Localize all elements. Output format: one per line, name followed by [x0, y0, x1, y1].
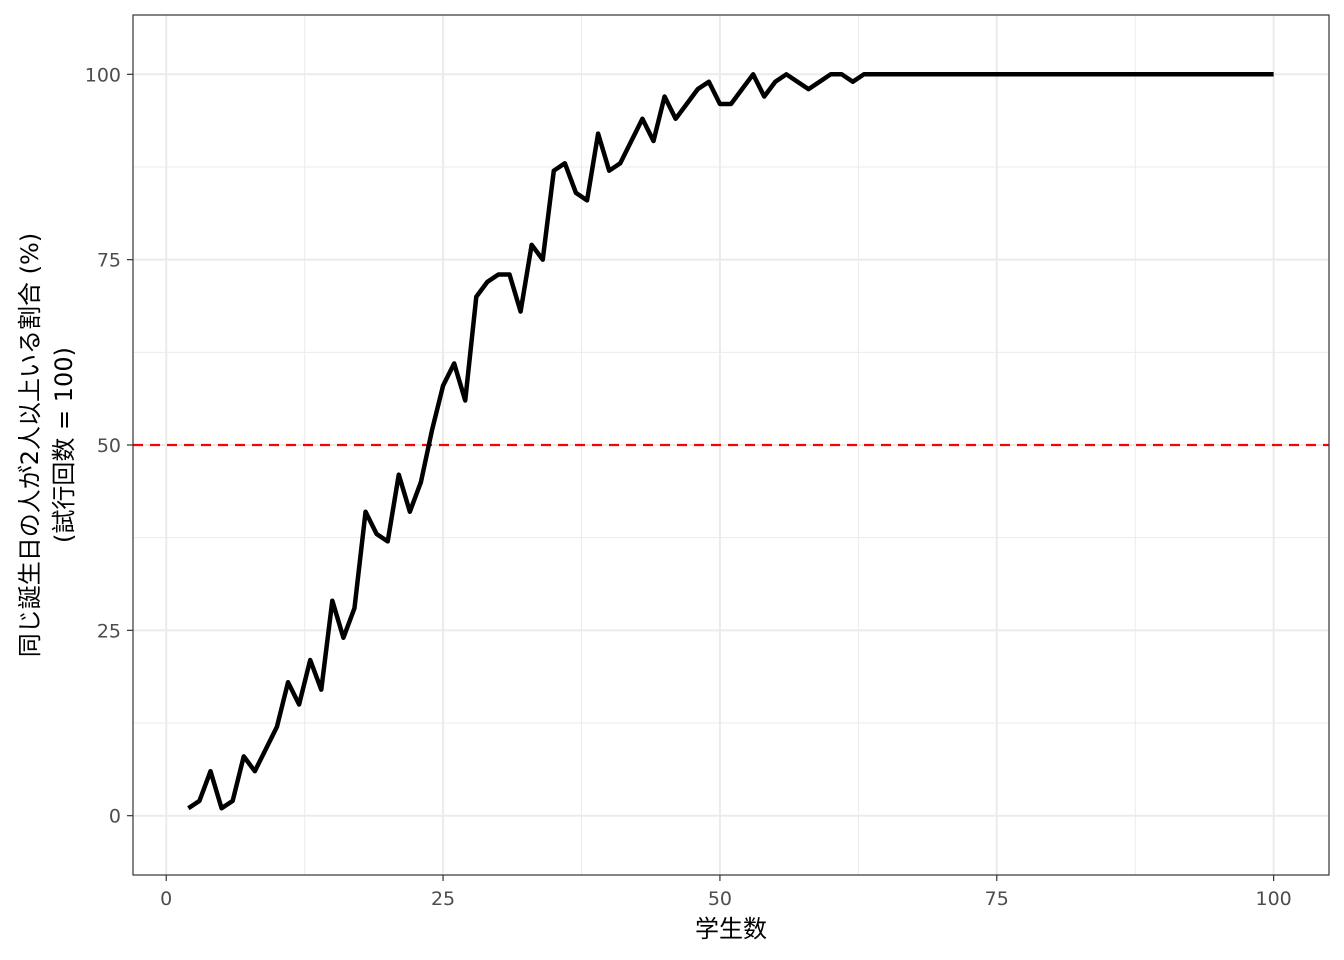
x-tick-label: 100	[1255, 888, 1291, 910]
y-tick-label: 75	[97, 250, 121, 272]
y-axis-title: 同じ誕生日の人が2人以上いる割合 (%) (試行回数 = 100)	[16, 233, 78, 657]
y-tick-label: 100	[85, 64, 121, 86]
series-group	[187, 72, 1274, 811]
y-axis-title-line-2: (試行回数 = 100)	[50, 347, 78, 543]
x-tick-label: 0	[160, 888, 172, 910]
x-tick-label: 75	[985, 888, 1009, 910]
y-tick-label: 50	[97, 435, 121, 457]
x-axis: 0 25 50 75 100	[160, 875, 1292, 910]
series-line	[187, 72, 1274, 811]
y-axis-title-line-1: 同じ誕生日の人が2人以上いる割合 (%)	[16, 233, 44, 657]
y-tick-label: 0	[109, 806, 121, 828]
y-tick-label: 25	[97, 620, 121, 642]
x-tick-label: 50	[708, 888, 732, 910]
x-axis-title: 学生数	[695, 915, 767, 943]
x-tick-label: 25	[431, 888, 455, 910]
y-axis: 0 25 50 75 100	[85, 64, 133, 828]
